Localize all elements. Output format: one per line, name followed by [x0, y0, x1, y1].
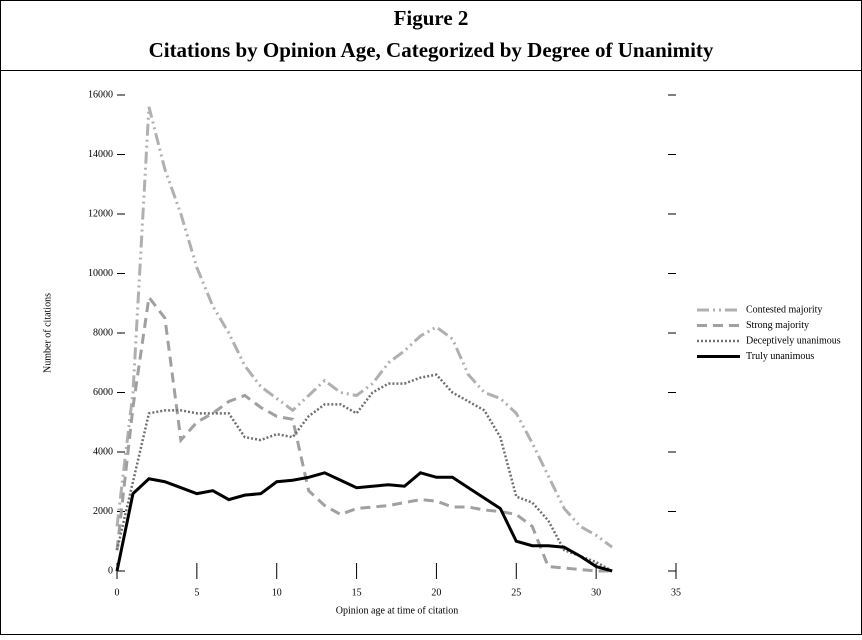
- series-line: [115, 293, 613, 573]
- series-line: [115, 471, 613, 573]
- x-tick-label: 30: [591, 587, 601, 598]
- x-tick-label: 35: [671, 587, 681, 598]
- y-tick-label: 12000: [88, 208, 113, 219]
- legend-label: Deceptively unanimous: [746, 335, 841, 346]
- y-tick-label: 4000: [93, 446, 113, 457]
- legend-label: Contested majority: [746, 304, 822, 315]
- y-axis-label: Number of citations: [42, 293, 53, 373]
- y-tick-label: 8000: [93, 327, 113, 338]
- series-line: [115, 373, 613, 573]
- series-line: [115, 106, 614, 549]
- x-tick-label: 20: [431, 587, 441, 598]
- y-tick-label: 0: [108, 565, 113, 576]
- y-tick-label: 10000: [88, 268, 113, 279]
- chart-subtitle: Citations by Opinion Age, Categorized by…: [149, 38, 714, 62]
- x-tick-label: 5: [194, 587, 199, 598]
- legend-label: Truly unanimous: [746, 351, 814, 362]
- y-tick-label: 14000: [88, 149, 113, 160]
- y-tick-label: 2000: [93, 506, 113, 517]
- y-tick-label: 16000: [88, 89, 113, 100]
- y-tick-label: 6000: [93, 387, 113, 398]
- x-axis-label: Opinion age at time of citation: [336, 605, 458, 616]
- x-tick-label: 0: [115, 587, 120, 598]
- x-tick-label: 10: [272, 587, 282, 598]
- legend-label: Strong majority: [746, 320, 809, 331]
- x-tick-label: 15: [352, 587, 362, 598]
- x-tick-label: 25: [511, 587, 521, 598]
- chart-title: Figure 2: [394, 6, 469, 30]
